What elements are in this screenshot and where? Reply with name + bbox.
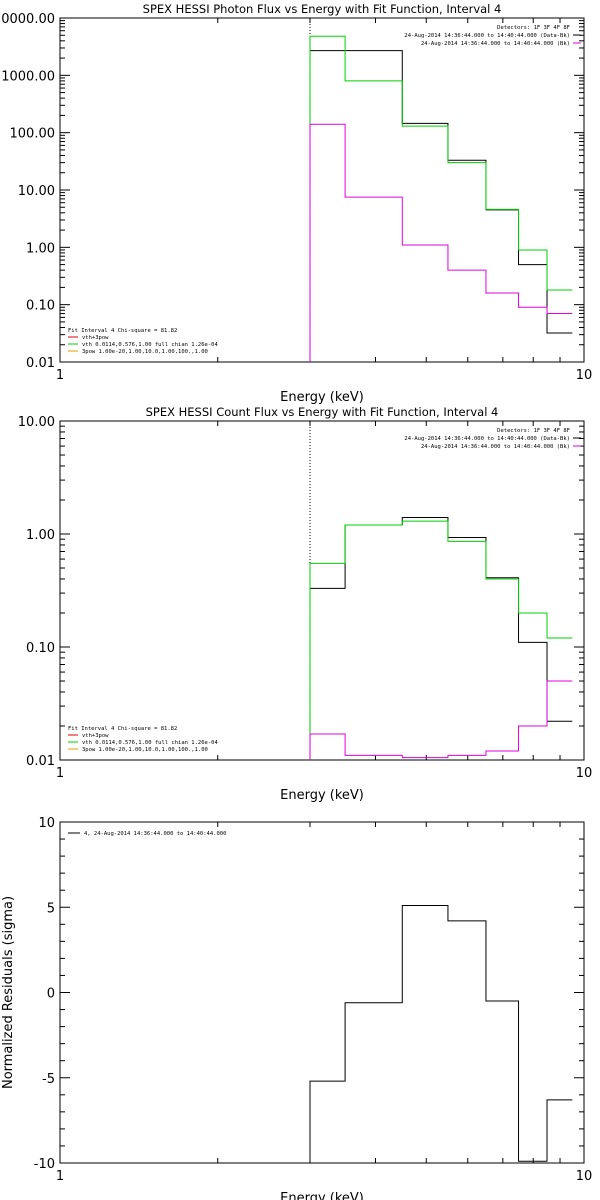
plot-frame: [59, 17, 585, 363]
info-line: 24-Aug-2014 14:36:44.000 to 14:40:44.000…: [404, 436, 570, 442]
y-tick-label: 1.00: [26, 528, 55, 543]
y-tick-label: -5: [42, 1072, 55, 1087]
legend-text: 4, 24-Aug-2014 14:36:44.000 to 14:40:44.…: [84, 831, 226, 837]
fit-line: vth+3pow: [82, 335, 109, 341]
chart-panel-2: SPEX HESSI Count Flux vs Energy with Fit…: [18, 405, 592, 803]
info-line: Detectors: 1F 3F 4F 8F: [497, 25, 570, 31]
x-axis-label: Energy (keV): [280, 788, 364, 803]
chart-panel-1: SPEX HESSI Photon Flux vs Energy with Fi…: [1, 2, 592, 405]
y-tick-label: -10: [34, 1157, 55, 1172]
fit-line: vth 0.0114,0.576,1.00 full chian 1.26e-0…: [82, 342, 218, 348]
series-3-histogram: [309, 123, 573, 362]
fit-line: Fit Interval 4 Chi-square = 81.82: [68, 726, 177, 732]
x-tick-label: 10: [576, 1169, 593, 1184]
plot-frame: [59, 821, 585, 1164]
series-2-histogram: [309, 520, 573, 760]
y-tick-label: 10.00: [18, 184, 55, 199]
y-tick-label: 1000.00: [1, 69, 55, 84]
series-1-histogram: [309, 905, 573, 1163]
y-tick-label: 0.01: [26, 754, 55, 769]
info-line: 24-Aug-2014 14:36:44.000 to 14:40:44.000…: [421, 41, 570, 47]
info-line: 24-Aug-2014 14:36:44.000 to 14:40:44.000…: [404, 33, 570, 39]
y-tick-label: 5: [47, 901, 55, 916]
x-tick-label: 1: [56, 368, 64, 383]
info-line: Detectors: 1F 3F 4F 8F: [497, 428, 570, 434]
info-line: 24-Aug-2014 14:36:44.000 to 14:40:44.000…: [421, 444, 570, 450]
fit-line: vth 0.0114,0.576,1.00 full chian 1.26e-0…: [82, 740, 218, 746]
chart-title: SPEX HESSI Count Flux vs Energy with Fit…: [146, 405, 499, 419]
x-axis-label: Energy (keV): [280, 390, 364, 405]
x-axis-label: Energy (keV): [280, 1191, 364, 1200]
series-1-histogram: [309, 516, 573, 760]
x-tick-label: 10: [576, 766, 593, 781]
y-tick-label: 100.00: [10, 127, 56, 142]
y-tick-label: 0.10: [26, 299, 55, 314]
series-1-histogram: [309, 50, 573, 362]
y-tick-label: 1.00: [26, 241, 55, 256]
series-3-histogram: [309, 680, 573, 760]
series-2-histogram: [309, 35, 573, 362]
y-tick-label: 0: [47, 987, 55, 1002]
y-tick-label: 0000.00: [1, 12, 55, 27]
y-axis-label: Normalized Residuals (sigma): [1, 896, 16, 1089]
chart-title: SPEX HESSI Photon Flux vs Energy with Fi…: [143, 2, 502, 16]
fit-line: 3pow 1.00e-20,1.00,10.0,1.00,100.,1.00: [82, 747, 208, 753]
x-tick-label: 10: [576, 368, 593, 383]
y-tick-label: 10.00: [18, 415, 55, 430]
fit-line: 3pow 1.00e-20,1.00,10.0,1.00,100.,1.00: [82, 349, 208, 355]
fit-line: vth+3pow: [82, 733, 109, 739]
y-tick-label: 0.01: [26, 356, 55, 371]
chart-panel-3: 1 10 Energy (keV) -10 -5 0 5 10 Normalized Resid…: [1, 816, 592, 1200]
y-tick-label: 10: [38, 816, 55, 831]
x-tick-label: 1: [56, 766, 64, 781]
plot-frame: [59, 420, 585, 761]
x-tick-label: 1: [56, 1169, 64, 1184]
y-tick-label: 0.10: [26, 641, 55, 656]
fit-line: Fit Interval 4 Chi-square = 81.82: [68, 328, 177, 334]
